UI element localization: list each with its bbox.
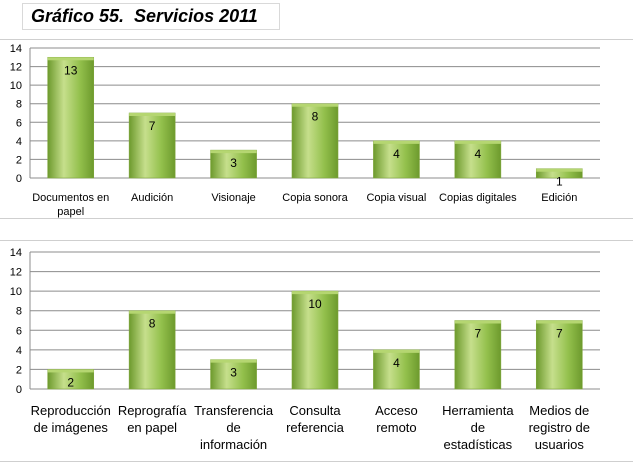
y-tick-label: 14 — [10, 43, 22, 55]
y-tick-label: 12 — [10, 267, 22, 279]
data-label: 3 — [230, 366, 237, 380]
y-tick-label: 2 — [16, 154, 22, 166]
data-label: 10 — [308, 297, 322, 311]
data-label: 7 — [149, 119, 156, 133]
x-tick-label: Audición — [131, 192, 173, 204]
bar-top-highlight — [454, 320, 501, 324]
x-tick-label: Visionaje — [211, 192, 255, 204]
bar — [454, 320, 502, 390]
bar — [128, 310, 176, 390]
y-tick-label: 4 — [16, 136, 22, 148]
bar — [128, 112, 176, 179]
y-tick-label: 12 — [10, 62, 22, 74]
data-label: 7 — [556, 327, 563, 341]
bar-top-highlight — [292, 291, 338, 295]
bar-top-highlight — [292, 103, 338, 107]
x-tick-label: Transferencia de información — [194, 403, 274, 452]
y-tick-label: 14 — [10, 247, 22, 259]
chart-title-box: Gráfico 55. Servicios 2011 — [22, 3, 280, 30]
x-tick-label: Documentos en papel — [32, 192, 109, 218]
x-tick-label: Copia sonora — [282, 192, 348, 204]
bar — [291, 103, 339, 179]
y-tick-label: 0 — [16, 173, 22, 185]
y-tick-label: 8 — [16, 99, 22, 111]
x-tick-label: Consulta referencia — [286, 403, 345, 435]
bar — [47, 56, 95, 179]
bar — [454, 140, 502, 179]
bar — [291, 290, 339, 390]
bar — [210, 359, 257, 390]
bar — [373, 349, 420, 390]
x-tick-label: Copia visual — [366, 192, 426, 204]
y-tick-label: 10 — [10, 80, 22, 92]
bar-top-highlight — [373, 140, 420, 144]
data-label: 13 — [64, 63, 78, 77]
bar-top-highlight — [210, 150, 257, 154]
data-label: 8 — [149, 317, 156, 331]
bar — [373, 140, 420, 179]
chart-services-2: 0 2 4 6 8 10 12 14 2 Reproducción de imágenes 8 Repr… — [0, 240, 633, 462]
bar-top-highlight — [210, 359, 257, 363]
y-tick-label: 6 — [16, 325, 22, 337]
bar — [535, 320, 583, 390]
bar-chart-services-2: 0 2 4 6 8 10 12 14 2 Reproducción de imágenes 8 Repr… — [10, 247, 600, 452]
x-tick-label: Reproducción de imágenes — [31, 403, 111, 435]
data-label: 4 — [475, 147, 482, 161]
bar — [210, 149, 257, 179]
bar-top-highlight — [536, 168, 583, 172]
y-tick-label: 10 — [10, 286, 22, 298]
chart-services-1: 0 2 4 6 8 10 12 14 13 Documentos en papel 7 Audición… — [0, 39, 633, 219]
data-label: 1 — [556, 175, 563, 189]
y-tick-label: 4 — [16, 345, 22, 357]
bar-top-highlight — [129, 113, 176, 116]
x-tick-label: Copias digitales — [439, 192, 517, 204]
y-tick-label: 6 — [16, 117, 22, 129]
data-label: 7 — [475, 327, 482, 341]
bar-top-highlight — [47, 369, 94, 373]
y-tick-label: 8 — [16, 306, 22, 318]
x-tick-label: Herramienta de estadísticas — [442, 403, 514, 452]
data-label: 4 — [393, 356, 400, 370]
x-tick-label: Acceso remoto — [375, 403, 418, 435]
y-tick-label: 0 — [16, 384, 22, 396]
bar-top-highlight — [536, 320, 583, 324]
page-title: Gráfico 55. Servicios 2011 — [31, 6, 258, 26]
data-label: 8 — [312, 110, 319, 124]
data-label: 3 — [230, 156, 237, 170]
bar-top-highlight — [454, 140, 501, 144]
data-label: 4 — [393, 147, 400, 161]
x-tick-label: Medios de registro de usuarios — [529, 403, 590, 452]
y-tick-label: 2 — [16, 364, 22, 376]
bar-top-highlight — [129, 310, 176, 314]
bar-top-highlight — [47, 57, 94, 61]
x-tick-label: Edición — [541, 192, 577, 204]
x-tick-label: Reprografía en papel — [118, 403, 187, 435]
bar-top-highlight — [373, 349, 420, 353]
data-label: 2 — [67, 375, 74, 389]
